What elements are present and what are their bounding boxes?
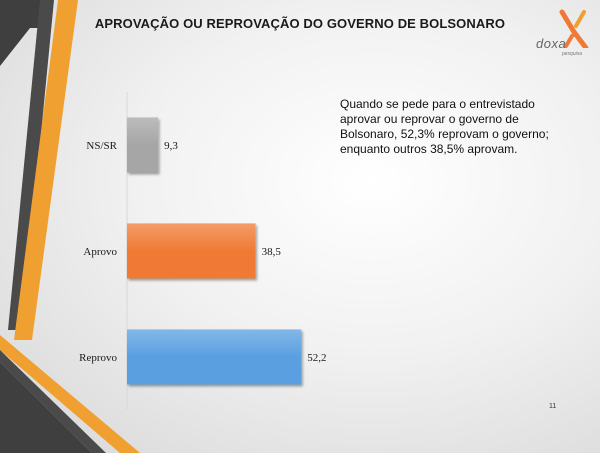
dark-corner [0, 362, 92, 453]
bar-ns-sr [127, 117, 159, 173]
chart-title: APROVAÇÃO OU REPROVAÇÃO DO GOVERNO DE BO… [94, 16, 506, 31]
category-label: NS/SR [86, 140, 117, 152]
dark-stripe-top [0, 0, 40, 66]
page-number: 11 [549, 403, 557, 410]
orange-stripe [14, 0, 78, 340]
category-label: Reprovo [79, 352, 117, 364]
logo-sub: pesquisa [562, 51, 583, 57]
data-label: 52,2 [307, 352, 326, 364]
bar-reprovo [127, 329, 302, 385]
orange-stripe-bottom [0, 335, 140, 453]
dark-stripe-bottom [0, 350, 106, 453]
data-label: 38,5 [262, 246, 282, 258]
logo-x-icon [559, 9, 589, 48]
doxa-logo: doxa pesquisa [528, 8, 592, 64]
bar-aprovo [127, 223, 256, 279]
note-text: Quando se pede para o entrevistado aprov… [340, 97, 549, 156]
data-label: 9,3 [164, 140, 178, 152]
category-label: Aprovo [83, 246, 117, 258]
dark-stripe [8, 0, 54, 330]
logo-word: doxa [536, 36, 567, 51]
